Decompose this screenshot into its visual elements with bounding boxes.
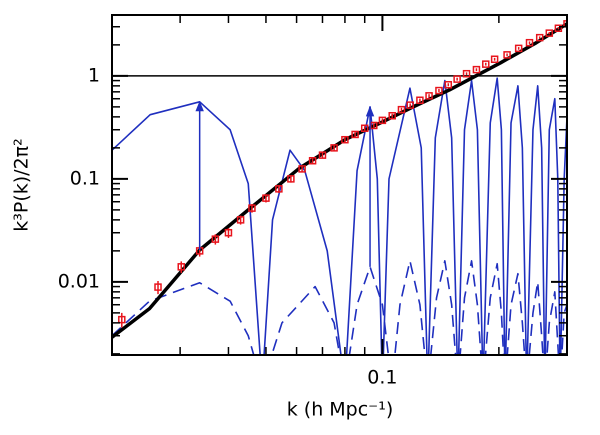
data-point (535, 33, 544, 42)
data-point (525, 38, 534, 47)
y-tick-label: 1 (88, 64, 100, 86)
y-tick-label: 0.01 (58, 270, 100, 292)
data-point (224, 228, 233, 237)
data-point (482, 60, 490, 68)
data-point (248, 204, 256, 212)
data-point (462, 69, 471, 78)
data-point (444, 81, 453, 89)
data-point (416, 96, 424, 104)
y-tick-label: 0.1 (70, 167, 100, 189)
data-point (308, 156, 317, 165)
data-point (351, 130, 359, 139)
data-point (453, 75, 461, 83)
x-tick-label: 0.1 (367, 367, 397, 389)
data-point (287, 175, 295, 183)
data-point (275, 185, 283, 193)
data-point (298, 165, 306, 173)
plot-frame (111, 14, 568, 356)
data-point (472, 65, 481, 74)
data-point (360, 124, 369, 133)
data-point (236, 216, 245, 224)
data-point (370, 121, 378, 130)
data-point (154, 283, 162, 291)
x-axis-title: k (h Mpc⁻¹) (287, 399, 394, 421)
data-point (341, 135, 349, 144)
data-point (262, 194, 270, 202)
data-point (397, 105, 406, 114)
data-point (211, 235, 220, 243)
data-point (388, 112, 396, 120)
data-point (118, 315, 126, 324)
data-point (177, 263, 185, 271)
plot-area (112, 20, 567, 355)
data-line (112, 77, 567, 355)
y-axis-title: k³P(k)/2π² (11, 138, 33, 231)
data-point (378, 116, 387, 125)
data-point (545, 29, 554, 37)
data-point (425, 92, 433, 100)
data-line (112, 260, 567, 355)
data-point (563, 20, 567, 28)
data-point (514, 44, 523, 53)
data-point (435, 86, 443, 95)
data-point (554, 24, 563, 33)
data-point (406, 101, 414, 109)
data-point (318, 151, 327, 159)
data-point (330, 144, 338, 152)
axes: 0.01 0.1 1 0.1 (58, 15, 567, 389)
data-point (503, 51, 511, 59)
data-point (490, 55, 499, 64)
